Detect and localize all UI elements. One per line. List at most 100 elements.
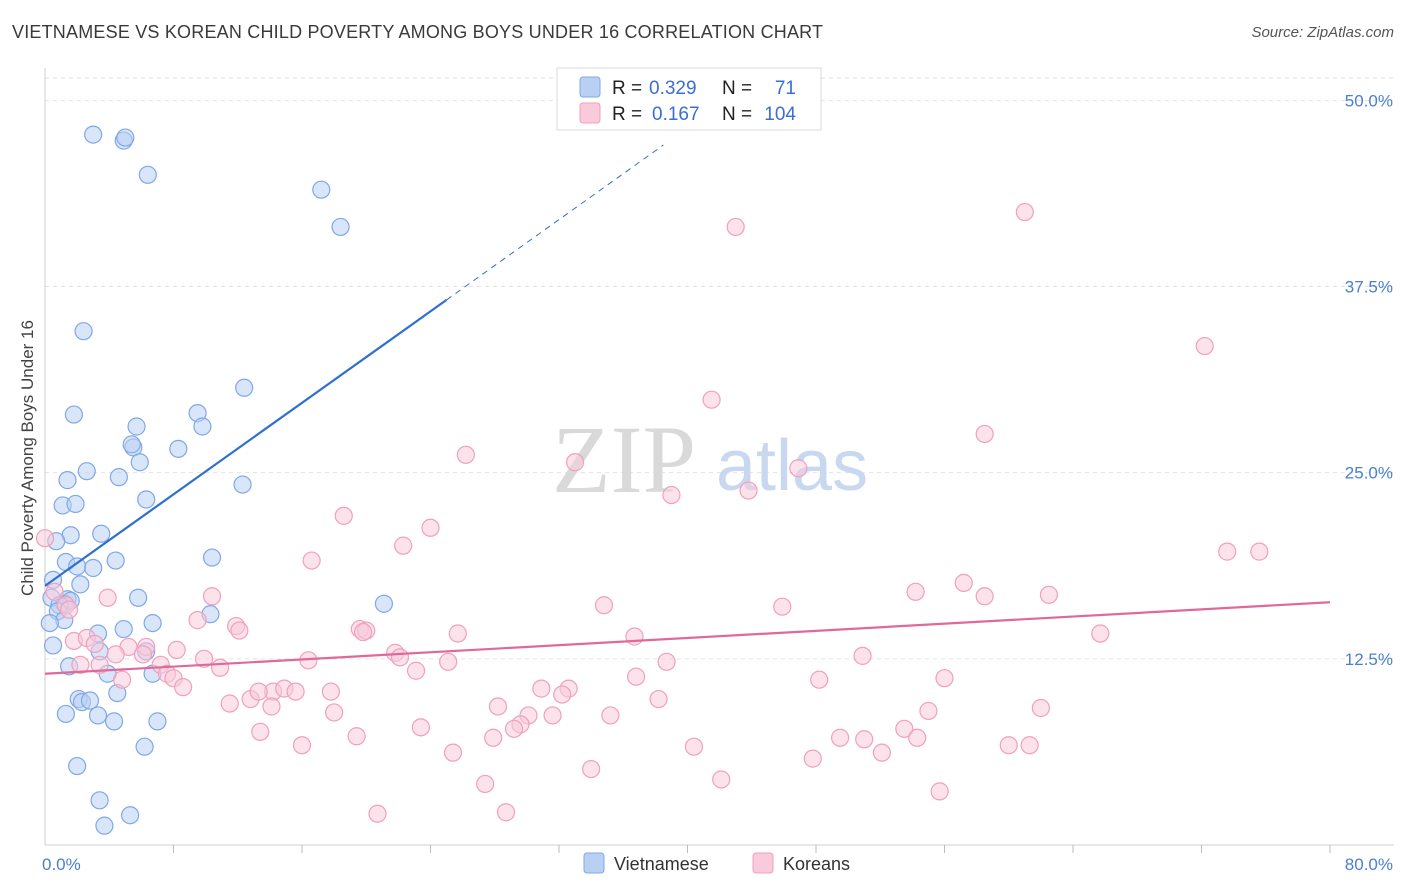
point-vietnamese-14 [169, 439, 188, 458]
point-koreans-14 [1218, 542, 1237, 561]
legend-swatch-koreans [752, 852, 774, 874]
point-koreans-6 [565, 453, 585, 472]
point-koreans-16 [302, 551, 321, 570]
point-koreans-52 [90, 655, 109, 674]
point-vietnamese-34 [129, 588, 148, 607]
legend-label-koreans: Koreans [783, 854, 850, 874]
point-koreans-28 [188, 611, 207, 630]
stats-r-label-koreans: R = [612, 104, 642, 125]
point-koreans-100 [582, 759, 601, 779]
point-koreans-11 [421, 518, 440, 537]
point-vietnamese-43 [40, 613, 59, 633]
point-koreans-96 [684, 737, 704, 756]
point-koreans-7 [789, 459, 808, 478]
point-koreans-49 [439, 652, 458, 671]
point-koreans-46 [133, 645, 153, 664]
point-koreans-44 [390, 648, 410, 667]
point-vietnamese-18 [58, 471, 77, 490]
point-koreans-42 [167, 640, 186, 659]
point-koreans-88 [347, 727, 366, 746]
point-koreans-71 [249, 682, 268, 701]
point-koreans-63 [174, 678, 193, 697]
point-vietnamese-30 [84, 558, 103, 578]
point-koreans-9 [739, 481, 758, 500]
point-koreans-72 [649, 689, 668, 709]
point-vietnamese-22 [66, 494, 85, 514]
y-tick-label-1: 25.0% [1345, 464, 1393, 483]
point-vietnamese-7 [235, 378, 254, 397]
point-vietnamese-20 [137, 490, 156, 509]
y-tick-labels: 12.5% 25.0% 37.5% 50.0% [1345, 91, 1393, 668]
stats-legend-frame [556, 67, 822, 131]
point-koreans-97 [443, 743, 463, 762]
point-koreans-105 [496, 803, 516, 822]
point-koreans-20 [975, 587, 994, 606]
point-koreans-77 [325, 703, 344, 722]
gridlines [45, 77, 1394, 660]
point-koreans-15 [1250, 542, 1269, 561]
point-vietnamese-39 [374, 594, 394, 613]
point-koreans-26 [773, 597, 792, 616]
point-koreans-93 [292, 736, 312, 755]
point-vietnamese-45 [114, 619, 133, 639]
watermark: ZIP atlas [552, 406, 868, 513]
point-koreans-95 [1020, 736, 1039, 755]
point-koreans-23 [202, 587, 222, 606]
point-vietnamese-15 [130, 453, 149, 472]
point-vietnamese-58 [88, 706, 108, 725]
point-koreans-66 [286, 682, 305, 701]
point-vietnamese-6 [74, 322, 93, 341]
point-koreans-56 [626, 667, 646, 686]
point-vietnamese-47 [43, 636, 63, 655]
stats-swatch-koreans [579, 102, 601, 124]
point-koreans-5 [456, 445, 475, 464]
point-vietnamese-16 [77, 462, 96, 481]
data-points [35, 125, 1269, 835]
point-koreans-76 [553, 685, 572, 704]
point-koreans-35 [625, 627, 644, 646]
point-vietnamese-62 [68, 756, 87, 776]
point-koreans-50 [853, 646, 872, 665]
point-koreans-47 [194, 649, 214, 668]
point-koreans-55 [406, 661, 426, 680]
point-koreans-25 [594, 596, 614, 615]
point-koreans-87 [251, 722, 270, 741]
point-vietnamese-11 [127, 417, 146, 436]
point-koreans-81 [919, 701, 938, 721]
point-koreans-18 [45, 582, 64, 601]
point-koreans-73 [220, 694, 239, 713]
point-koreans-62 [935, 669, 954, 688]
point-koreans-90 [830, 728, 850, 747]
point-koreans-4 [975, 424, 994, 444]
point-vietnamese-0 [84, 125, 103, 144]
point-vietnamese-17 [109, 468, 128, 487]
point-vietnamese-2 [116, 128, 135, 147]
point-vietnamese-13 [122, 435, 141, 454]
stats-r-label-vietnamese: R = [612, 78, 642, 99]
point-koreans-36 [1091, 624, 1110, 643]
point-koreans-8 [662, 485, 681, 505]
x-tick-label-min: 0.0% [42, 855, 81, 874]
point-vietnamese-4 [312, 180, 331, 199]
x-ticks [173, 845, 1331, 853]
y-tick-label-2: 37.5% [1345, 278, 1393, 297]
point-koreans-10 [334, 506, 353, 525]
point-koreans-21 [1039, 585, 1059, 604]
point-vietnamese-57 [56, 704, 75, 724]
stats-legend: R = 0.329 N = 71 R = 0.167 N = 104 [556, 67, 822, 131]
point-koreans-103 [930, 782, 949, 801]
stats-n-label-vietnamese: N = [722, 78, 752, 99]
point-vietnamese-19 [233, 475, 252, 494]
point-koreans-94 [999, 736, 1018, 755]
point-koreans-22 [98, 588, 117, 607]
y-tick-label-0: 12.5% [1345, 650, 1393, 669]
legend-label-vietnamese: Vietnamese [614, 854, 709, 874]
point-koreans-82 [1031, 698, 1050, 718]
stats-r-value-vietnamese: 0.329 [649, 78, 697, 99]
point-koreans-2 [1195, 336, 1214, 356]
trend-line-vietnamese [44, 299, 448, 587]
point-vietnamese-44 [143, 613, 162, 633]
point-vietnamese-3 [138, 165, 157, 184]
point-koreans-33 [353, 622, 373, 642]
point-koreans-80 [601, 706, 620, 725]
